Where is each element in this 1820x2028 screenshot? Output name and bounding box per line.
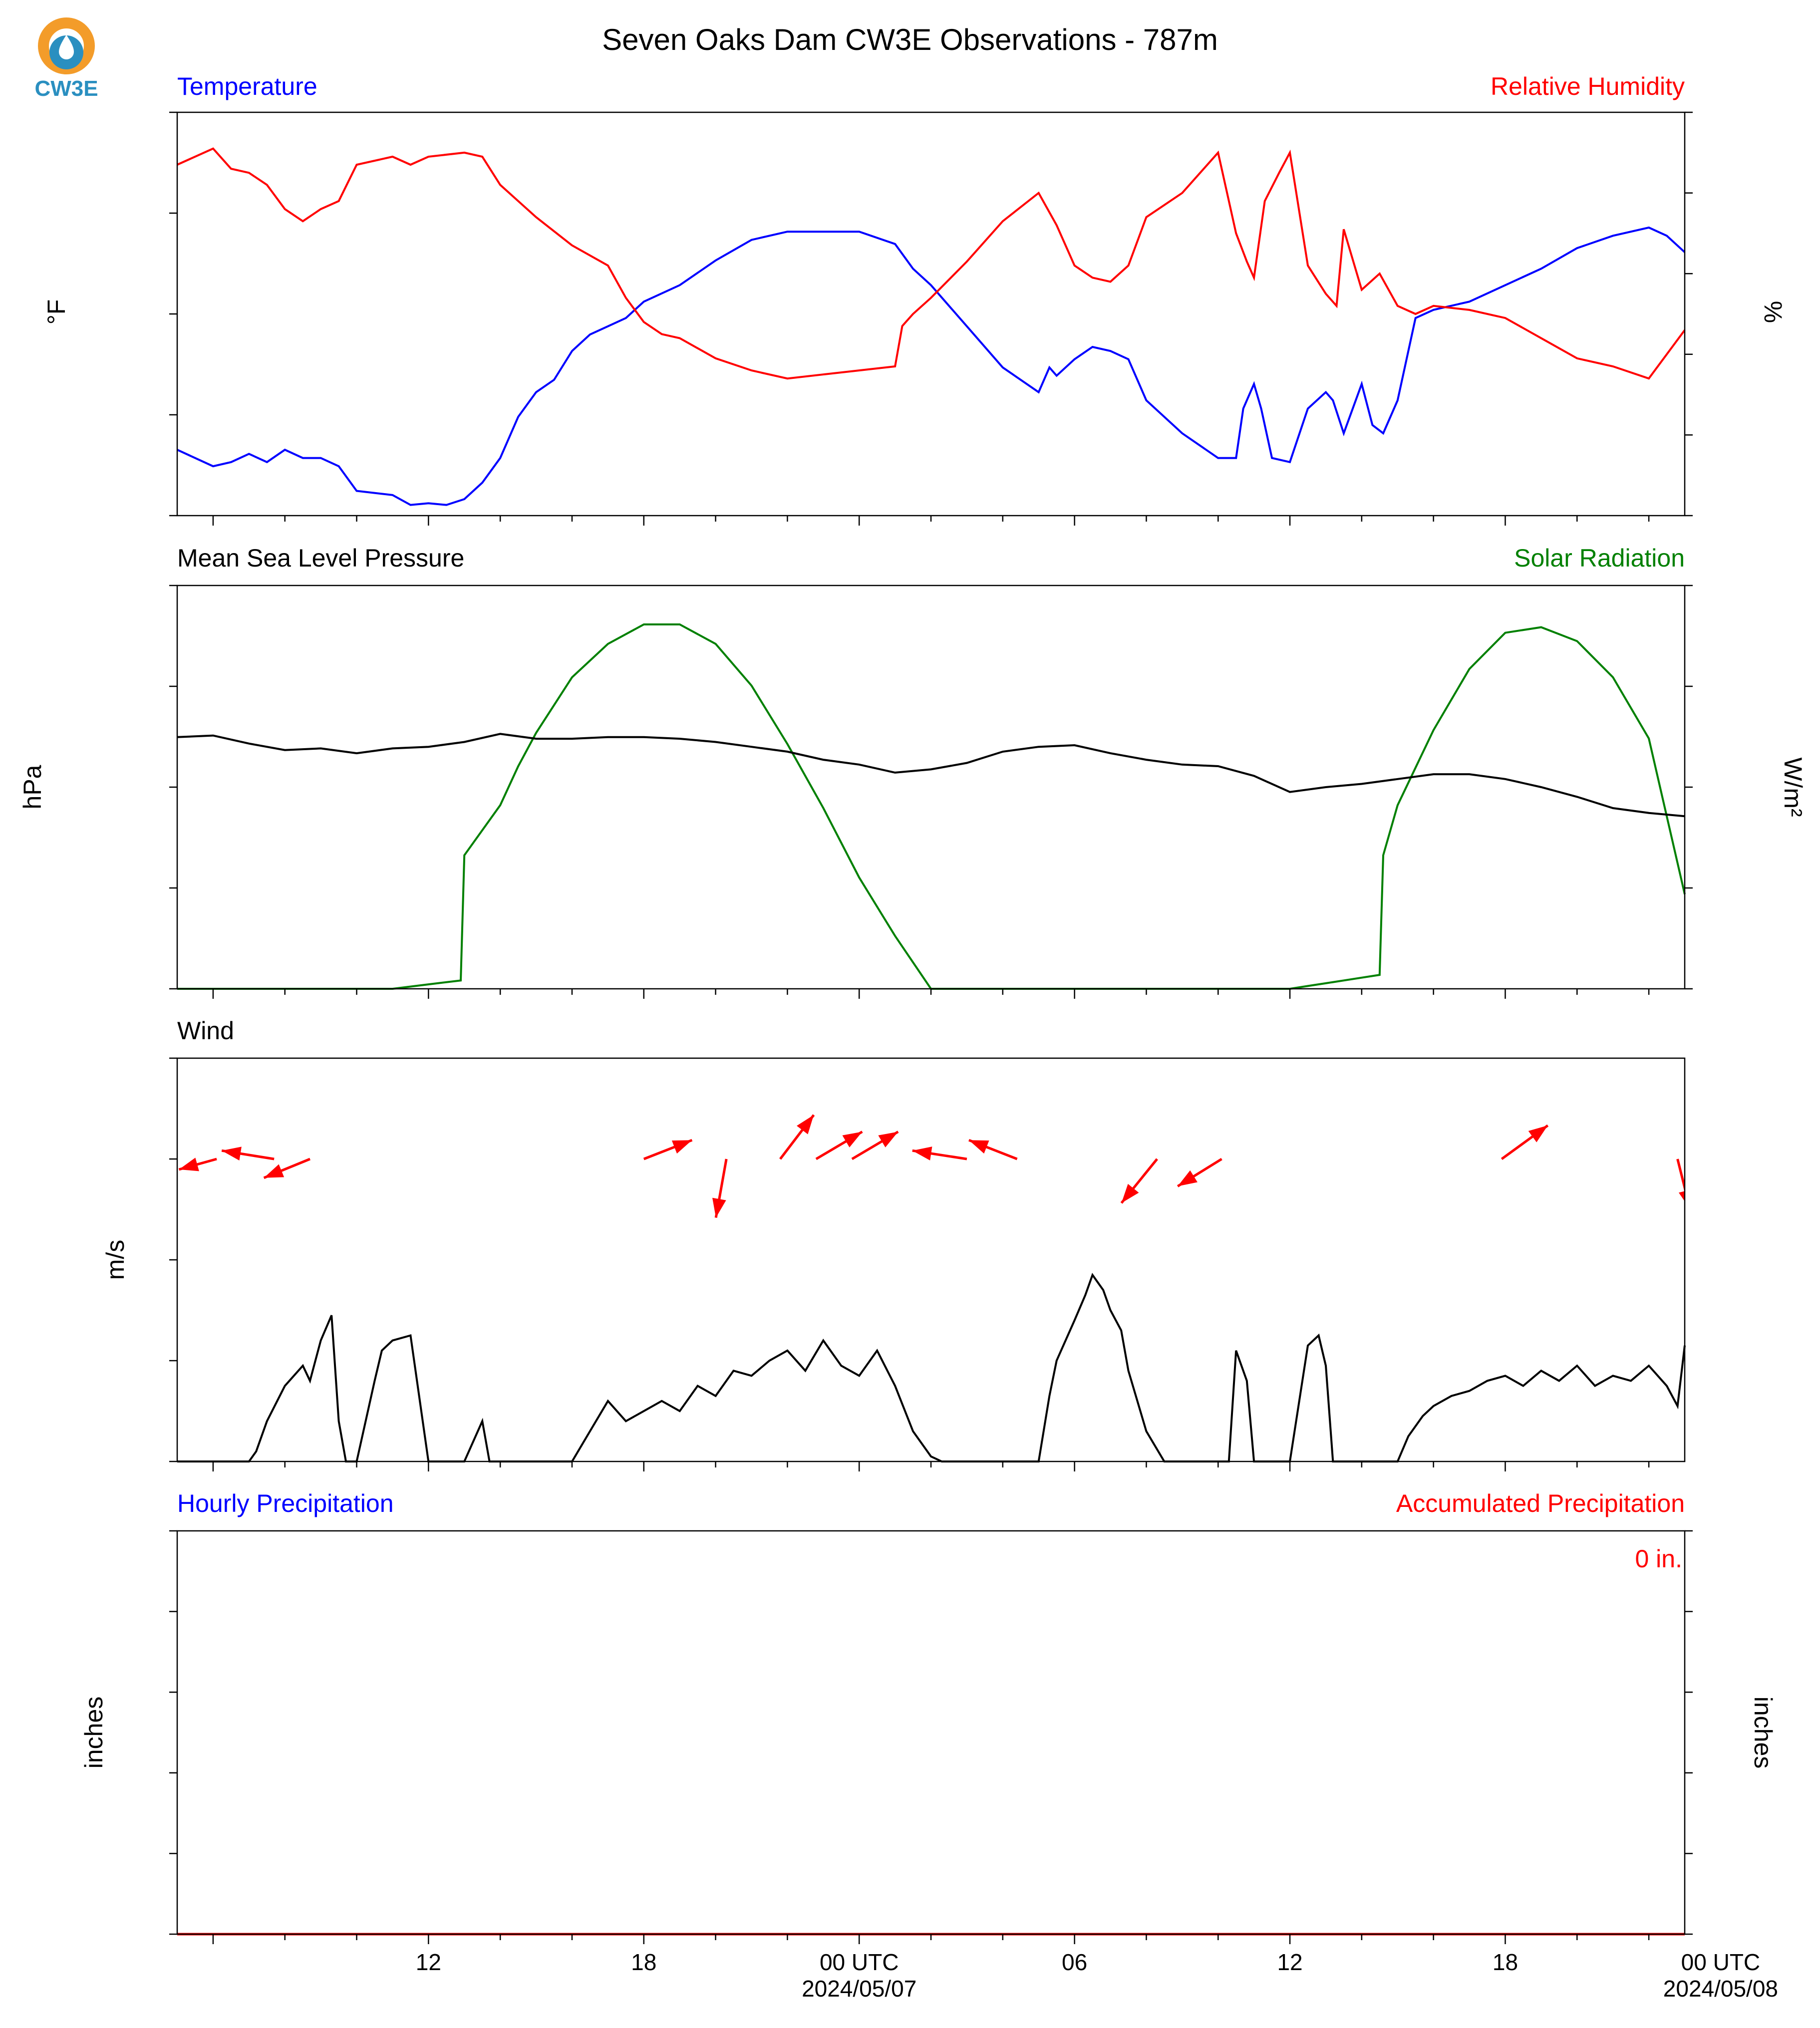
logo-text: CW3E	[34, 76, 98, 101]
wind-arrow-head	[264, 1164, 285, 1178]
cw3e-logo: CW3E	[34, 17, 98, 101]
temperature-line	[177, 226, 1686, 506]
solar-axis-label: W/m²	[1779, 757, 1807, 817]
pressure-x-ticks	[212, 989, 1650, 999]
solar-radiation-line	[177, 623, 1686, 990]
wind-plot-frame	[176, 1057, 1686, 1462]
pressure-plot-frame	[176, 584, 1686, 990]
x-tick-label: 00 UTC	[1681, 1949, 1760, 1975]
temperature-axis-label: °F	[42, 299, 70, 325]
pressure-title: Mean Sea Level Pressure	[177, 544, 464, 572]
wind-arrows-clipped	[178, 1114, 1784, 1218]
solar-title: Solar Radiation	[1514, 544, 1685, 572]
wind-arrow-head	[222, 1147, 242, 1161]
pressure-line	[177, 733, 1685, 818]
wind-arrow-head	[1121, 1183, 1139, 1203]
humidity-axis-label: %	[1759, 301, 1787, 323]
wind-arrow-shaft	[1715, 1153, 1757, 1159]
humidity-title: Relative Humidity	[1491, 72, 1685, 100]
precip-left-axis-label: inches	[80, 1697, 108, 1769]
wind-arrow-head	[179, 1158, 199, 1171]
x-tick-label: 00 UTC	[820, 1949, 899, 1975]
logo-drop-icon	[59, 35, 74, 59]
wind-arrow-head	[1713, 1119, 1732, 1138]
temperature-title: Temperature	[177, 72, 317, 100]
humidity-y-ticks	[1685, 111, 1693, 517]
temperature-y-ticks	[169, 111, 177, 517]
wind-arrow-head	[912, 1147, 932, 1160]
x-tick-label: 18	[1493, 1949, 1518, 1975]
panel-pressure-solar: Mean Sea Level Pressure Solar Radiation …	[18, 544, 1807, 999]
accumulated-precip-title: Accumulated Precipitation	[1396, 1489, 1685, 1517]
wind-speed-line	[177, 1273, 1686, 1462]
pressure-axis-label: hPa	[18, 765, 46, 809]
pressure-y-ticks	[169, 584, 177, 990]
humidity-line	[177, 147, 1686, 380]
wind-x-ticks	[212, 1461, 1650, 1471]
precip-left-y-ticks	[169, 1530, 177, 1935]
wind-arrow-head	[671, 1140, 692, 1154]
wind-arrow-shaft	[1692, 1119, 1732, 1159]
wind-title: Wind	[177, 1017, 234, 1045]
precip-plot-frame	[176, 1530, 1686, 1935]
temperature-plot-frame	[176, 111, 1686, 517]
wind-arrow-head	[797, 1115, 814, 1135]
wind-arrow-head	[1715, 1149, 1735, 1162]
accumulated-total-label: 0 in.	[1635, 1545, 1682, 1573]
wind-arrow-head	[878, 1132, 899, 1148]
x-tick-label: 18	[631, 1949, 656, 1975]
precip-right-axis-label: inches	[1749, 1697, 1777, 1769]
x-tick-date-label: 2024/05/08	[1663, 1976, 1778, 2002]
solar-y-ticks	[1685, 584, 1693, 990]
wind-y-ticks	[169, 1057, 177, 1462]
wind-direction-arrows	[178, 1114, 1784, 1218]
wind-arrow-head	[968, 1140, 989, 1154]
x-tick-label: 12	[416, 1949, 441, 1975]
panel-precipitation: Hourly Precipitation Accumulated Precipi…	[80, 1489, 1778, 2002]
wind-arrow-head	[842, 1132, 863, 1148]
wind-arrow-head	[1528, 1125, 1548, 1143]
panel-wind: Wind m/s	[101, 1017, 1784, 1471]
wind-arrow-shaft	[1742, 1134, 1784, 1159]
wind-arrow-head	[1679, 1191, 1685, 1201]
wind-axis-label: m/s	[101, 1240, 129, 1280]
wind-arrow-head	[1178, 1170, 1198, 1186]
panel-temperature-humidity: Temperature Relative Humidity °F %	[42, 72, 1787, 526]
precip-x-ticks	[212, 1934, 1650, 1944]
x-tick-label: 12	[1277, 1949, 1302, 1975]
temp-x-ticks	[212, 516, 1650, 526]
figure-title: Seven Oaks Dam CW3E Observations - 787m	[602, 23, 1218, 56]
wind-arrow-head	[1764, 1134, 1784, 1150]
wind-arrow-shaft	[1676, 1159, 1685, 1193]
x-tick-date-label: 2024/05/07	[802, 1976, 916, 2002]
wind-arrow-head	[712, 1197, 726, 1218]
x-tick-label: 06	[1062, 1949, 1087, 1975]
hourly-precip-title: Hourly Precipitation	[177, 1489, 394, 1517]
precip-right-y-ticks	[1685, 1530, 1693, 1935]
